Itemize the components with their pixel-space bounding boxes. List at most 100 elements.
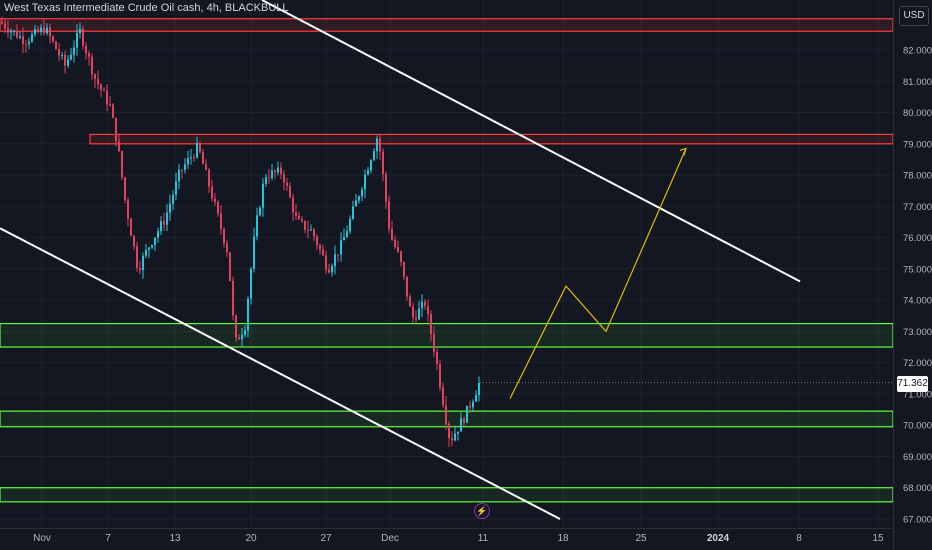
candle-body <box>154 237 156 246</box>
price-axis[interactable]: 82.000 81.000 80.000 79.000 78.000 77.000 76.0… <box>903 46 932 526</box>
candle-body <box>391 228 393 240</box>
candle-body <box>478 383 480 396</box>
candle-body <box>451 437 453 441</box>
zones-layer <box>0 18 894 503</box>
candle-body <box>73 47 75 55</box>
symbol-title[interactable]: West Texas Intermediate Crude Oil cash, … <box>4 2 289 14</box>
candle-body <box>289 185 291 198</box>
candle-body <box>367 170 369 175</box>
channel-trendline <box>0 227 561 520</box>
candle-body <box>385 174 387 202</box>
candle-body <box>376 138 378 152</box>
candle-body <box>163 221 165 225</box>
candle-body <box>325 255 327 270</box>
candle-body <box>373 151 375 161</box>
candle-body <box>472 401 474 408</box>
candle-body <box>193 157 195 159</box>
candle-body <box>82 28 84 46</box>
candle-body <box>40 27 42 32</box>
candle-body <box>130 218 132 236</box>
candle-body <box>388 201 390 229</box>
candle-body <box>43 27 45 34</box>
price-tick-label: 76.000 <box>903 233 932 244</box>
price-tick-label: 71.000 <box>903 389 932 400</box>
candle-body <box>316 236 318 246</box>
time-axis[interactable]: Nov 7 13 20 27 Dec 11 18 25 2024 8 15 <box>33 533 884 544</box>
candles-layer <box>1 16 480 447</box>
candle-body <box>103 89 105 91</box>
price-tick-label: 69.000 <box>903 452 932 463</box>
candle-body <box>196 142 198 158</box>
candle-body <box>460 418 462 432</box>
candle-body <box>58 49 60 56</box>
candle-body <box>445 405 447 424</box>
candle-body <box>1 21 3 24</box>
support-zone <box>0 322 894 348</box>
candle-body <box>277 167 279 173</box>
candle-body <box>418 308 420 320</box>
candle-body <box>97 78 99 85</box>
candle-body <box>310 229 312 231</box>
candle-body <box>22 36 24 45</box>
currency-button[interactable]: USD <box>899 6 929 26</box>
candle-body <box>112 104 114 118</box>
candle-body <box>70 54 72 60</box>
last-price-label: 71.362 <box>897 376 928 392</box>
time-tick-label: Dec <box>381 533 399 544</box>
candle-body <box>475 395 477 402</box>
candle-body <box>115 117 117 142</box>
candle-body <box>280 167 282 174</box>
projection-path <box>509 148 687 399</box>
candle-body <box>307 229 309 231</box>
candle-body <box>67 59 69 66</box>
candle-body <box>151 245 153 248</box>
candle-body <box>7 28 9 33</box>
candle-body <box>85 45 87 54</box>
candle-body <box>397 247 399 252</box>
candle-body <box>235 315 237 338</box>
price-tick-label: 78.000 <box>903 171 932 182</box>
candle-body <box>133 235 135 247</box>
candle-body <box>298 215 300 220</box>
candle-body <box>265 177 267 184</box>
candle-body <box>433 334 435 352</box>
candle-body <box>427 306 429 314</box>
candle-body <box>457 431 459 434</box>
candle-body <box>319 245 321 250</box>
price-tick-label: 75.000 <box>903 264 932 275</box>
candle-body <box>334 254 336 267</box>
candle-body <box>172 194 174 204</box>
candle-body <box>37 29 39 32</box>
candle-body <box>157 231 159 238</box>
candle-body <box>454 433 456 441</box>
candle-body <box>127 200 129 219</box>
candle-body <box>409 296 411 307</box>
candle-body <box>94 74 96 79</box>
candle-body <box>208 169 210 187</box>
candle-body <box>25 44 27 46</box>
candle-body <box>421 301 423 309</box>
candle-body <box>118 141 120 151</box>
candle-body <box>190 157 192 159</box>
time-tick-label: Nov <box>33 533 51 544</box>
candle-body <box>259 207 261 216</box>
candle-body <box>52 36 54 42</box>
candle-body <box>124 177 126 201</box>
candle-body <box>361 189 363 197</box>
candle-body <box>13 30 15 32</box>
time-tick-label: 7 <box>105 533 111 544</box>
candle-body <box>322 249 324 256</box>
candle-body <box>337 254 339 256</box>
candle-body <box>466 405 468 423</box>
candle-body <box>241 334 243 340</box>
candle-body <box>169 203 171 213</box>
candle-body <box>469 405 471 408</box>
candle-body <box>181 169 183 171</box>
candle-body <box>232 280 234 316</box>
chart-grid <box>0 0 893 528</box>
candle-body <box>28 41 30 45</box>
candle-body <box>214 198 216 202</box>
price-tick-label: 67.000 <box>903 515 932 526</box>
lightning-bolt-icon[interactable]: ⚡ <box>474 503 490 519</box>
